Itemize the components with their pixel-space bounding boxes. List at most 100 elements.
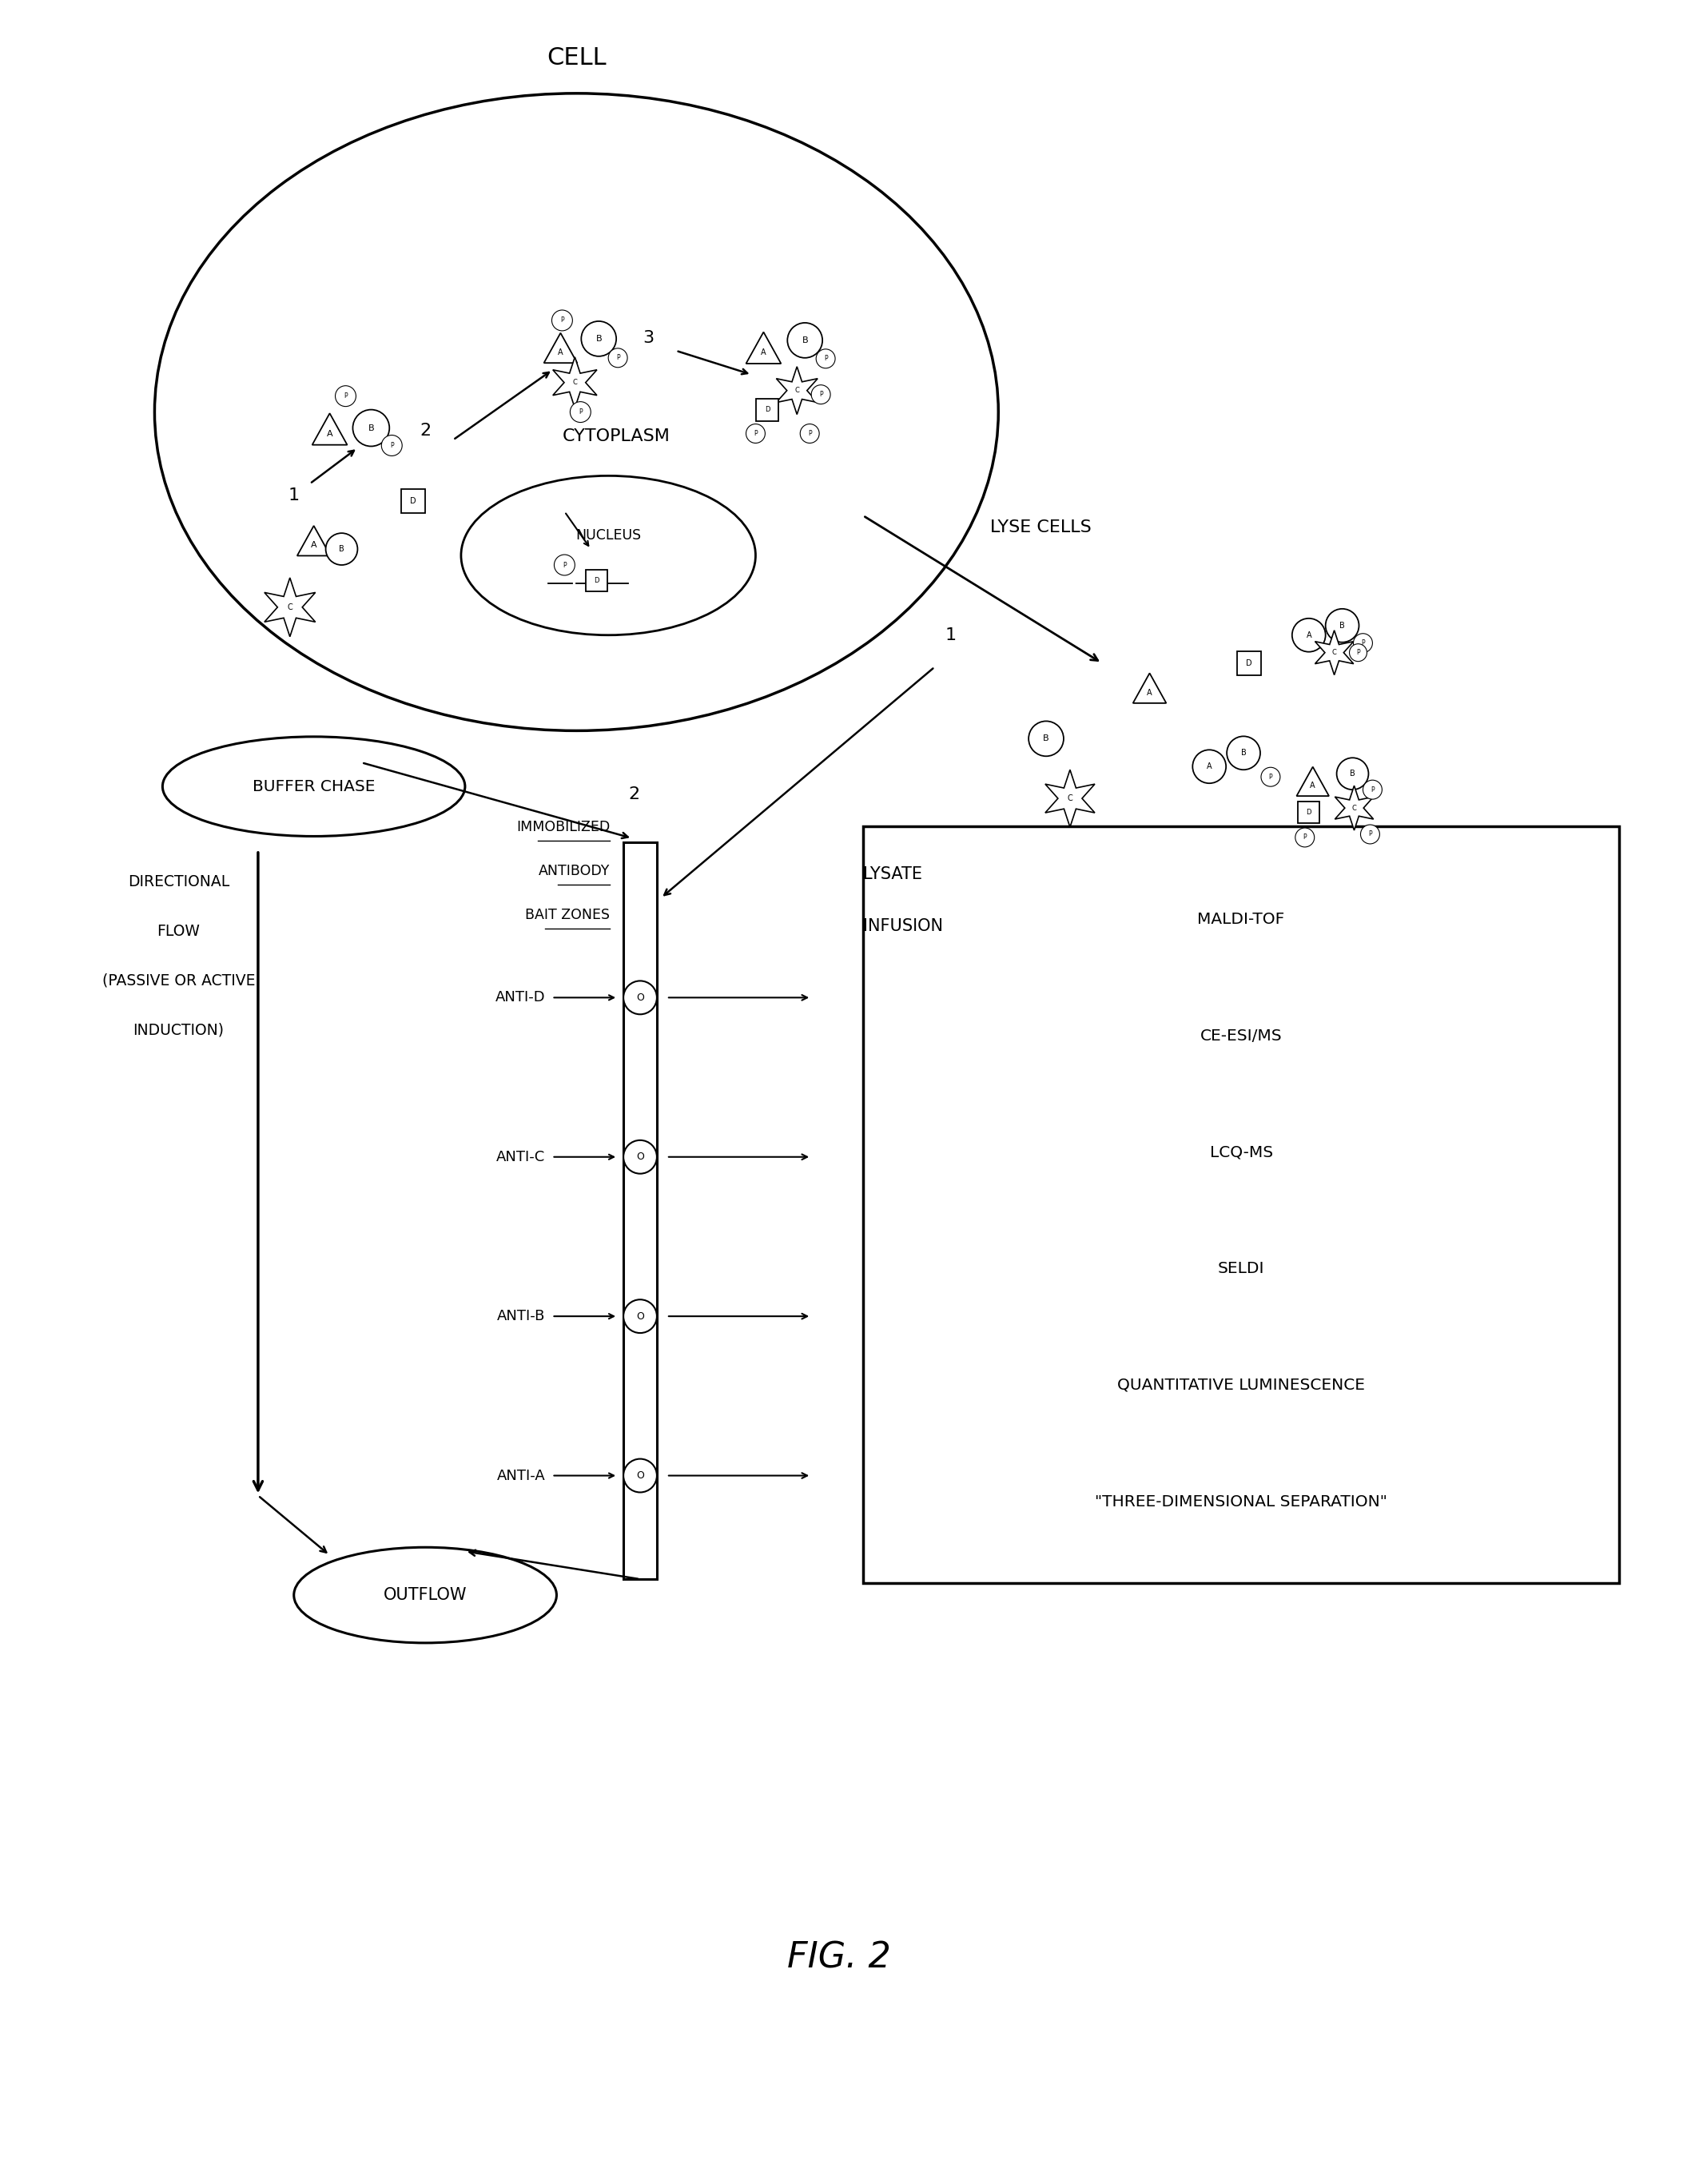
- Bar: [1298, 802, 1320, 823]
- Text: FIG. 2: FIG. 2: [787, 1939, 890, 1974]
- Circle shape: [1291, 618, 1325, 651]
- Bar: [863, 826, 1619, 1583]
- Text: P: P: [343, 393, 348, 400]
- Circle shape: [608, 347, 627, 367]
- Text: OUTFLOW: OUTFLOW: [384, 1588, 467, 1603]
- Text: P: P: [561, 317, 564, 323]
- Polygon shape: [1335, 786, 1373, 830]
- Text: (PASSIVE OR ACTIVE: (PASSIVE OR ACTIVE: [102, 972, 255, 987]
- Circle shape: [1363, 780, 1381, 799]
- Circle shape: [746, 424, 765, 443]
- Text: C: C: [1067, 795, 1072, 802]
- Text: A: A: [326, 430, 333, 437]
- Text: LYSATE: LYSATE: [863, 867, 923, 882]
- Text: C: C: [573, 380, 578, 387]
- Polygon shape: [552, 356, 596, 408]
- Text: 1: 1: [289, 487, 299, 505]
- Text: A: A: [761, 347, 766, 356]
- Text: P: P: [617, 354, 620, 360]
- Polygon shape: [1315, 631, 1354, 675]
- Text: B: B: [802, 336, 809, 345]
- Text: ANTI-C: ANTI-C: [496, 1149, 545, 1164]
- Circle shape: [624, 981, 658, 1013]
- Text: LYSE CELLS: LYSE CELLS: [991, 520, 1092, 535]
- Text: A: A: [1206, 762, 1211, 771]
- Circle shape: [1227, 736, 1261, 769]
- Bar: [756, 397, 778, 422]
- Text: O: O: [635, 992, 644, 1002]
- Text: LCQ-MS: LCQ-MS: [1210, 1144, 1273, 1160]
- Text: INFUSION: INFUSION: [863, 917, 943, 935]
- Text: B: B: [1339, 622, 1346, 629]
- Circle shape: [1261, 767, 1279, 786]
- Text: C: C: [1352, 804, 1356, 812]
- Polygon shape: [265, 579, 316, 638]
- Text: QUANTITATIVE LUMINESCENCE: QUANTITATIVE LUMINESCENCE: [1118, 1378, 1364, 1393]
- Text: CE-ESI/MS: CE-ESI/MS: [1199, 1029, 1283, 1044]
- Circle shape: [571, 402, 591, 422]
- Circle shape: [1325, 609, 1359, 642]
- Circle shape: [1354, 633, 1373, 653]
- Text: MALDI-TOF: MALDI-TOF: [1198, 913, 1284, 926]
- Text: 1: 1: [945, 627, 957, 642]
- Text: B: B: [1240, 749, 1247, 758]
- Text: BUFFER CHASE: BUFFER CHASE: [253, 780, 375, 795]
- Text: C: C: [1332, 649, 1337, 655]
- Text: O: O: [635, 1470, 644, 1481]
- Text: D: D: [409, 498, 416, 505]
- Circle shape: [326, 533, 357, 566]
- Polygon shape: [313, 413, 347, 446]
- Text: A: A: [311, 542, 316, 548]
- Text: P: P: [1303, 834, 1307, 841]
- Text: "THREE-DIMENSIONAL SEPARATION": "THREE-DIMENSIONAL SEPARATION": [1094, 1494, 1388, 1509]
- Text: P: P: [824, 356, 827, 363]
- Circle shape: [1028, 721, 1064, 756]
- Bar: [624, 843, 658, 1579]
- Circle shape: [554, 555, 574, 574]
- Text: IMMOBILIZED: IMMOBILIZED: [516, 819, 610, 834]
- Polygon shape: [544, 332, 578, 363]
- Circle shape: [624, 1459, 658, 1492]
- Circle shape: [581, 321, 617, 356]
- Polygon shape: [776, 367, 817, 415]
- Circle shape: [624, 1299, 658, 1332]
- Circle shape: [800, 424, 819, 443]
- Text: D: D: [1245, 660, 1252, 666]
- Text: P: P: [807, 430, 812, 437]
- Text: ANTI-A: ANTI-A: [496, 1468, 545, 1483]
- Text: P: P: [819, 391, 822, 397]
- Text: CYTOPLASM: CYTOPLASM: [562, 428, 669, 443]
- Text: O: O: [635, 1151, 644, 1162]
- Text: 2: 2: [629, 786, 639, 802]
- Circle shape: [382, 435, 403, 456]
- Text: P: P: [391, 441, 394, 450]
- Circle shape: [812, 384, 831, 404]
- Text: DIRECTIONAL: DIRECTIONAL: [127, 874, 229, 889]
- Bar: [401, 489, 425, 513]
- Polygon shape: [1133, 673, 1166, 703]
- Text: INDUCTION): INDUCTION): [133, 1022, 224, 1037]
- Text: 2: 2: [420, 422, 432, 439]
- Circle shape: [624, 1140, 658, 1173]
- Circle shape: [335, 387, 357, 406]
- Circle shape: [1337, 758, 1368, 791]
- Text: B: B: [338, 546, 345, 553]
- Polygon shape: [297, 526, 330, 555]
- Text: B: B: [369, 424, 374, 432]
- Text: C: C: [795, 387, 799, 393]
- Text: P: P: [1269, 773, 1273, 780]
- Text: NUCLEUS: NUCLEUS: [576, 529, 641, 542]
- Text: BAIT ZONES: BAIT ZONES: [525, 909, 610, 922]
- Circle shape: [1349, 644, 1368, 662]
- Circle shape: [353, 411, 389, 446]
- Bar: [586, 570, 607, 592]
- Text: P: P: [754, 430, 758, 437]
- Text: P: P: [1361, 640, 1364, 646]
- Text: P: P: [579, 408, 583, 415]
- Text: A: A: [1147, 688, 1152, 697]
- Circle shape: [1361, 826, 1380, 843]
- Text: B: B: [1043, 734, 1050, 743]
- Text: P: P: [1356, 649, 1359, 655]
- Polygon shape: [746, 332, 782, 363]
- Text: ANTI-B: ANTI-B: [498, 1308, 545, 1324]
